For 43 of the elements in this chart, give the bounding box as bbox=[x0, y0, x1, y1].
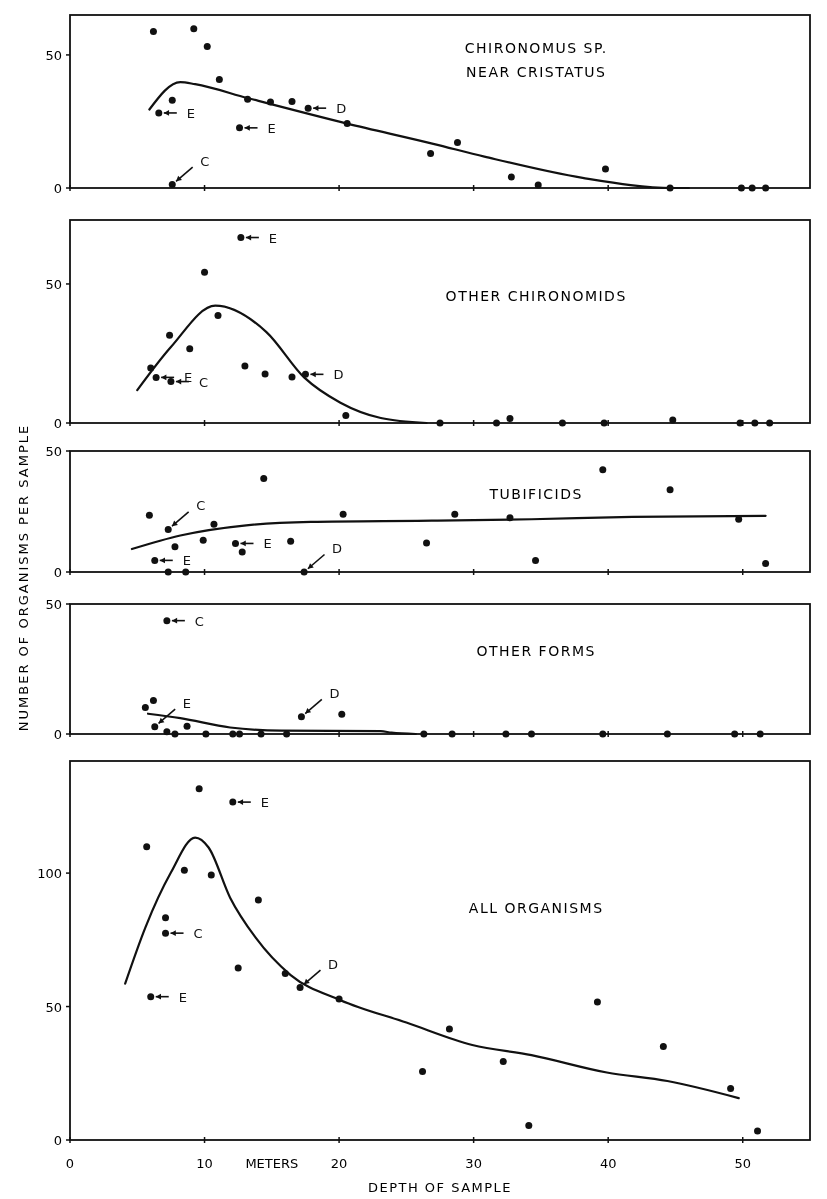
y-tick-label: 100 bbox=[37, 866, 62, 882]
text: ALL ORGANISMS bbox=[468, 899, 604, 916]
annotation: C bbox=[200, 153, 210, 169]
text: OTHER FORMS bbox=[476, 643, 596, 659]
annotation: C bbox=[196, 498, 206, 514]
annotation: E bbox=[182, 695, 191, 711]
y-tick-label: 0 bbox=[53, 181, 62, 196]
annotation: E bbox=[178, 989, 187, 1005]
annotation: E bbox=[267, 120, 276, 136]
text: OTHER CHIRONOMIDS bbox=[445, 288, 627, 305]
annotation: E bbox=[268, 230, 278, 246]
text: METERS bbox=[245, 1156, 299, 1171]
x-tick-label: 0 bbox=[65, 1156, 75, 1171]
y-tick-label: 0 bbox=[53, 565, 62, 580]
text: CHIRONOMUS SP. NEAR CRISTATUS bbox=[464, 40, 608, 81]
x-axis-title: DEPTH OF SAMPLE bbox=[367, 1180, 513, 1195]
annotation: D bbox=[328, 956, 339, 972]
y-tick-label: 50 bbox=[45, 597, 62, 612]
x-tick-label: 30 bbox=[465, 1156, 482, 1171]
y-tick-label: 0 bbox=[53, 1133, 62, 1148]
annotation: D bbox=[333, 367, 344, 383]
x-tick-label: 50 bbox=[734, 1156, 751, 1171]
annotation: D bbox=[329, 685, 340, 701]
y-tick-label: 50 bbox=[45, 276, 62, 292]
y-tick-label: 0 bbox=[53, 416, 62, 431]
x-tick-label: 40 bbox=[599, 1156, 617, 1171]
y-tick-label: 50 bbox=[45, 444, 62, 459]
annotation: D bbox=[332, 541, 343, 556]
annotation: C bbox=[198, 374, 208, 390]
annotation: E bbox=[186, 105, 196, 121]
annotation: E bbox=[263, 536, 272, 552]
y-tick-label: 50 bbox=[45, 999, 62, 1015]
x-tick-label: 20 bbox=[330, 1156, 348, 1171]
y-tick-label: 50 bbox=[45, 47, 62, 63]
annotation: E bbox=[260, 795, 270, 811]
y-tick-label: 0 bbox=[53, 727, 62, 742]
annotation: C bbox=[194, 613, 204, 629]
annotation: D bbox=[336, 101, 347, 117]
y-axis-title: NUMBER OF ORGANISMS PER SAMPLE bbox=[16, 423, 31, 732]
x-tick-label: 10 bbox=[196, 1156, 213, 1171]
text: TUBIFICIDS bbox=[488, 486, 583, 503]
annotation: E bbox=[182, 553, 191, 569]
annotation: C bbox=[193, 926, 203, 942]
